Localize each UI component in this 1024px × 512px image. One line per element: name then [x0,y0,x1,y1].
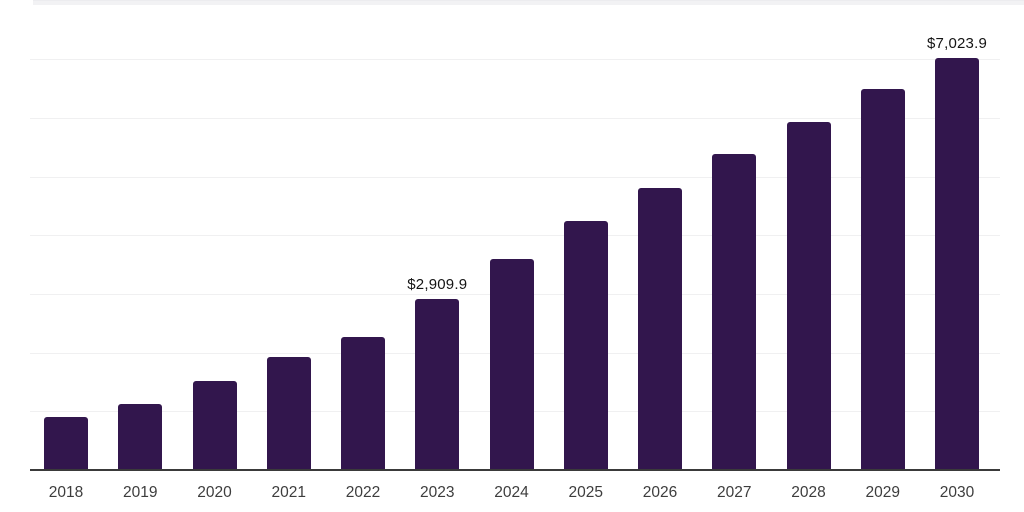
gridline-4000 [30,235,1000,237]
bar-2024 [489,258,534,470]
x-tick-2027: 2027 [717,484,752,501]
x-tick-2023: 2023 [420,484,455,501]
bar-2026 [638,187,682,470]
x-tick-2020: 2020 [197,484,232,501]
data-label-2030: $7,023.9 [927,35,987,52]
bar-2021 [266,356,311,470]
data-label-2023: $2,909.9 [407,276,468,294]
bar-2020 [192,380,237,470]
bar-2018 [44,417,88,470]
bar-2022 [341,336,385,470]
top-divider-strip [33,0,1024,5]
x-axis-line [30,469,1000,471]
bar-2028 [786,121,831,470]
x-tick-2029: 2029 [865,484,900,501]
bar-2029 [860,89,905,470]
bar-2019 [118,404,163,470]
x-tick-2019: 2019 [123,484,158,501]
x-tick-2021: 2021 [271,484,306,501]
x-tick-2018: 2018 [48,484,84,501]
gridline-7000 [30,59,1000,61]
bar-2027 [712,153,757,470]
bar-2023 [415,299,460,470]
bar-2025 [563,221,608,470]
gridline-6000 [30,118,1000,120]
x-tick-2026: 2026 [642,484,678,501]
bar-2030 [935,58,979,470]
x-tick-2022: 2022 [345,484,381,501]
x-tick-2030: 2030 [939,484,975,501]
x-tick-2025: 2025 [568,484,603,501]
gridline-5000 [30,176,1000,178]
x-tick-2024: 2024 [494,484,529,501]
x-tick-2028: 2028 [791,484,826,501]
